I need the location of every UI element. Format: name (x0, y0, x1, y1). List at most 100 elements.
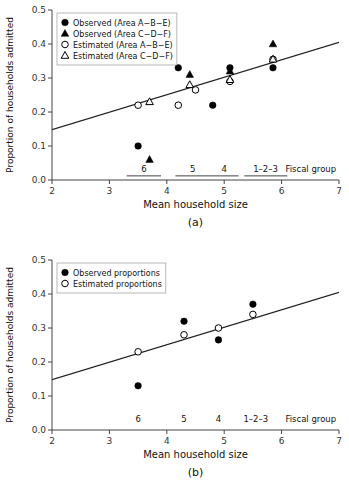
point (181, 332, 188, 339)
legend-frame (57, 13, 177, 65)
underline (210, 175, 239, 176)
point (209, 102, 216, 109)
panel-label: (a) (188, 216, 203, 229)
legend: Observed proportions Estimated proportion… (57, 263, 166, 293)
legend-marker (62, 41, 69, 48)
x-axis-line (52, 180, 339, 181)
annotation: 6 (135, 414, 140, 424)
point (215, 337, 222, 344)
x-tick (109, 430, 110, 434)
point (186, 71, 194, 78)
point (215, 325, 222, 332)
point (186, 81, 194, 88)
legend-entry: Observed proportions (73, 269, 160, 278)
panel: 2345670.00.10.20.30.40.5Mean household s… (5, 255, 342, 479)
y-tick-label: 0.4 (32, 289, 47, 299)
point (250, 311, 257, 318)
y-tick (48, 44, 52, 45)
y-tick-label: 0.3 (32, 73, 46, 83)
legend-marker (62, 269, 69, 276)
y-tick (48, 10, 52, 11)
point (135, 349, 142, 356)
x-tick (52, 180, 53, 184)
y-tick (48, 328, 52, 329)
x-tick (109, 180, 110, 184)
x-tick-label: 7 (336, 186, 342, 196)
y-tick (48, 180, 52, 181)
annotation: 1–2–3 (253, 164, 278, 174)
underline (244, 175, 287, 176)
x-tick-label: 5 (221, 186, 227, 196)
legend-entry: Estimated proportions (73, 280, 162, 289)
point (269, 55, 277, 62)
y-axis-label: Proportion of households admitted (5, 267, 15, 423)
legend: Observed (Area A−B−E)Observed (Area C−D−… (57, 13, 177, 65)
point (146, 156, 154, 163)
legend-entry: Observed (Area C−D−F) (73, 30, 171, 39)
x-tick-label: 6 (279, 186, 285, 196)
figure: 2 3 4 5 6 7 0.0 0.1 0.2 0.3 0.4 0.5 Mean household s… (0, 0, 349, 500)
x-tick (339, 430, 340, 434)
point (135, 143, 142, 150)
point (270, 56, 277, 63)
x-tick (224, 180, 225, 184)
x-tick-label: 4 (164, 186, 170, 196)
legend-marker (61, 30, 69, 37)
legend-marker (62, 280, 69, 287)
legend-marker (61, 52, 69, 59)
annotation: Fiscal group (285, 164, 336, 174)
regression-line (52, 292, 339, 379)
annotation: 5 (190, 164, 195, 174)
legend-entry: Estimated (Area A−B−E) (73, 41, 173, 50)
x-tick-label: 2 (49, 186, 55, 196)
point (175, 65, 182, 72)
x-tick-label: 5 (221, 436, 227, 446)
x-tick (224, 430, 225, 434)
point (135, 383, 142, 390)
point (269, 40, 277, 47)
x-tick-label: 3 (107, 186, 113, 196)
plot-area (52, 40, 339, 162)
point (175, 102, 182, 109)
annotation: 1–2–3 (243, 414, 268, 424)
y-tick (48, 146, 52, 147)
y-tick-label: 0.3 (32, 323, 46, 333)
x-tick (166, 430, 167, 434)
plot-area (52, 292, 339, 389)
legend-marker (62, 19, 69, 26)
y-axis-label: Proportion of households admitted (5, 17, 15, 173)
y-tick-label: 0.4 (32, 39, 47, 49)
point (250, 301, 257, 308)
y-axis-line (52, 260, 53, 430)
x-tick-label: 2 (49, 436, 55, 446)
y-tick-label: 0.1 (32, 141, 46, 151)
y-tick-label: 0.2 (32, 357, 46, 367)
underline (127, 175, 161, 176)
x-axis-label: Mean household size (143, 199, 248, 210)
x-tick (281, 180, 282, 184)
annotation: 4 (216, 414, 221, 424)
annotation: 4 (221, 164, 226, 174)
panel: 2 3 4 5 6 7 0.0 0.1 0.2 0.3 0.4 0.5 Mean household s… (5, 5, 342, 229)
point (226, 76, 234, 83)
annotation: 6 (141, 164, 146, 174)
regression-line (52, 42, 339, 129)
x-tick-label: 6 (279, 436, 285, 446)
annotation: Fiscal group (285, 414, 336, 424)
y-tick-label: 0.2 (32, 107, 46, 117)
y-tick (48, 294, 52, 295)
point (181, 318, 188, 325)
annotation: 5 (181, 414, 186, 424)
x-tick (281, 430, 282, 434)
y-tick (48, 362, 52, 363)
panel-label: (b) (188, 466, 204, 479)
legend-frame (57, 263, 166, 293)
x-tick (339, 180, 340, 184)
y-tick-label: 0.1 (32, 391, 46, 401)
y-tick (48, 78, 52, 79)
y-tick-label: 0.5 (32, 5, 46, 15)
point (135, 102, 142, 109)
y-tick (48, 112, 52, 113)
y-tick-label: 0.0 (32, 175, 47, 185)
point (226, 67, 234, 74)
